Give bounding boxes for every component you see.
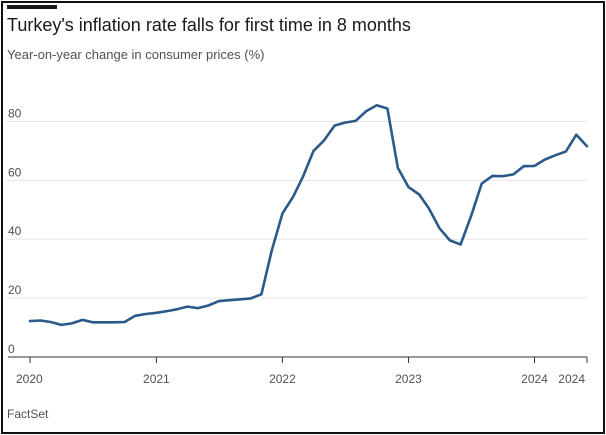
x-tick-label: 2020 (16, 372, 43, 386)
y-tick-label: 80 (8, 106, 22, 120)
series-line-inflation (28, 104, 589, 327)
brand-bar (7, 5, 57, 9)
y-tick-label: 20 (8, 283, 22, 297)
y-tick-label: 0 (8, 342, 15, 356)
y-axis-ticks: 0 20 40 60 80 (8, 106, 22, 356)
source-label: FactSet (7, 407, 49, 421)
grid-lines (6, 120, 587, 299)
chart-title: Turkey's inflation rate falls for first … (7, 15, 411, 35)
chart-subtitle: Year-on-year change in consumer prices (… (7, 47, 265, 62)
x-tick-label: 2023 (395, 372, 422, 386)
x-tick-label: 2021 (143, 372, 170, 386)
x-tick-label: 2024 (558, 372, 585, 386)
x-axis: 2020 2021 2022 2023 2024 2024 (8, 356, 588, 386)
series-group (28, 104, 589, 327)
x-tick-label: 2024 (521, 372, 548, 386)
y-tick-label: 40 (8, 224, 22, 238)
y-tick-label: 60 (8, 165, 22, 179)
x-tick-label: 2022 (269, 372, 296, 386)
